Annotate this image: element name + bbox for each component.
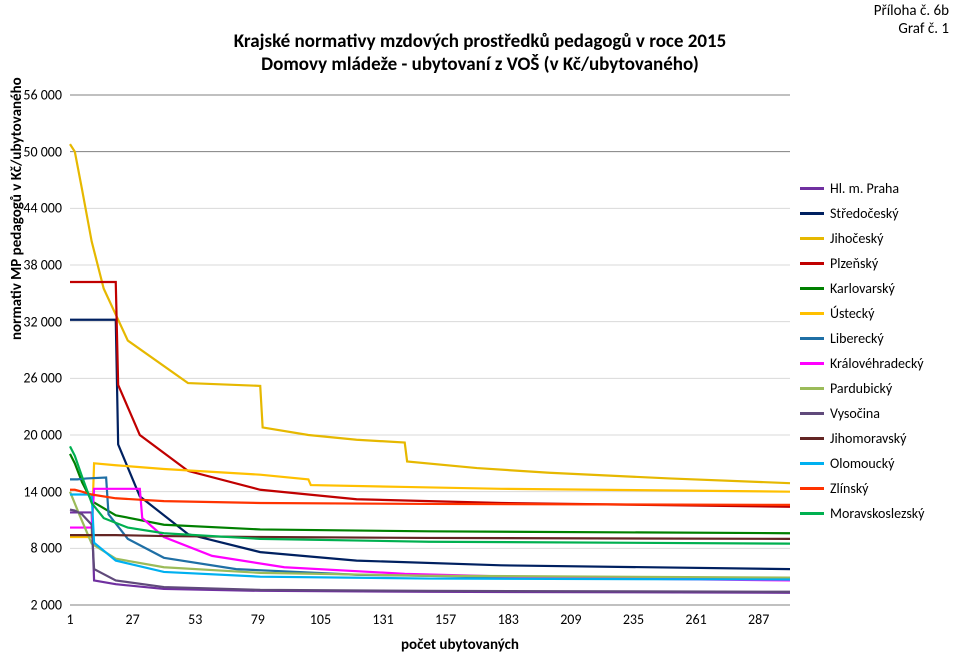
x-tick-label: 157 — [435, 611, 456, 628]
x-tick-label: 1 — [66, 611, 73, 628]
legend-swatch — [800, 462, 824, 465]
legend-item: Moravskoslezský — [800, 505, 950, 522]
legend-label: Moravskoslezský — [830, 505, 925, 522]
legend-swatch — [800, 237, 824, 240]
legend-label: Plzeňský — [830, 255, 878, 272]
legend-item: Vysočina — [800, 405, 950, 422]
series-line — [70, 535, 790, 539]
legend-label: Jihomoravský — [830, 430, 907, 447]
legend-item: Jihočeský — [800, 230, 950, 247]
y-tick-label: 14 000 — [23, 483, 62, 500]
legend-swatch — [800, 437, 824, 440]
legend-item: Karlovarský — [800, 280, 950, 297]
legend-swatch — [800, 187, 824, 190]
legend-item: Olomoucký — [800, 455, 950, 472]
legend-swatch — [800, 262, 824, 265]
legend-label: Hl. m. Praha — [830, 180, 899, 197]
x-tick-label: 105 — [310, 611, 331, 628]
legend-item: Středočeský — [800, 205, 950, 222]
legend-label: Zlínský — [830, 480, 869, 497]
x-tick-label: 79 — [251, 611, 265, 628]
x-tick-label: 183 — [498, 611, 519, 628]
legend-label: Karlovarský — [830, 280, 895, 297]
legend-label: Středočeský — [830, 205, 899, 222]
legend-item: Liberecký — [800, 330, 950, 347]
x-tick-label: 53 — [188, 611, 202, 628]
y-tick-label: 26 000 — [23, 370, 62, 387]
x-tick-label: 261 — [685, 611, 706, 628]
y-tick-label: 50 000 — [23, 143, 62, 160]
chart-title: Krajské normativy mzdových prostředků pe… — [170, 30, 790, 76]
legend-item: Hl. m. Praha — [800, 180, 950, 197]
chart-title-line1: Krajské normativy mzdových prostředků pe… — [170, 30, 790, 53]
legend-swatch — [800, 487, 824, 490]
legend-item: Zlínský — [800, 480, 950, 497]
legend-item: Pardubický — [800, 380, 950, 397]
legend-label: Olomoucký — [830, 455, 894, 472]
legend-swatch — [800, 212, 824, 215]
legend-label: Vysočina — [830, 405, 880, 422]
legend-label: Jihočeský — [830, 230, 883, 247]
legend-label: Ústecký — [830, 305, 874, 322]
chart-svg — [70, 95, 790, 605]
legend-swatch — [800, 312, 824, 315]
legend-swatch — [800, 387, 824, 390]
series-line — [70, 144, 790, 483]
chart-plot-area: 56 00050 00044 00038 00032 00026 00020 0… — [70, 95, 790, 605]
header-line1: Příloha č. 6b — [874, 2, 949, 20]
x-tick-label: 209 — [560, 611, 581, 628]
y-tick-label: 8 000 — [30, 540, 62, 557]
series-line — [70, 478, 790, 580]
legend-item: Ústecký — [800, 305, 950, 322]
header-line2: Graf č. 1 — [874, 20, 949, 38]
legend-swatch — [800, 287, 824, 290]
y-tick-label: 20 000 — [23, 427, 62, 444]
x-axis-label: počet ubytovaných — [360, 636, 560, 654]
legend-label: Liberecký — [830, 330, 884, 347]
series-line — [70, 454, 790, 533]
chart-title-line2: Domovy mládeže - ubytovaní z VOŠ (v Kč/u… — [170, 53, 790, 76]
series-line — [70, 282, 790, 507]
legend-swatch — [800, 362, 824, 365]
legend-label: Pardubický — [830, 380, 892, 397]
legend-label: Královéhradecký — [830, 355, 924, 372]
x-tick-label: 27 — [125, 611, 139, 628]
legend-swatch — [800, 337, 824, 340]
y-tick-label: 2 000 — [30, 597, 62, 614]
legend-swatch — [800, 512, 824, 515]
legend-item: Královéhradecký — [800, 355, 950, 372]
y-tick-label: 44 000 — [23, 200, 62, 217]
series-line — [70, 446, 790, 543]
y-tick-label: 32 000 — [23, 313, 62, 330]
x-tick-label: 131 — [372, 611, 393, 628]
page-header-right: Příloha č. 6b Graf č. 1 — [874, 2, 949, 38]
chart-legend: Hl. m. Praha Středočeský Jihočeský Plzeňský… — [800, 180, 950, 530]
legend-swatch — [800, 412, 824, 415]
x-tick-label: 287 — [748, 611, 769, 628]
y-tick-label: 38 000 — [23, 257, 62, 274]
y-tick-label: 56 000 — [23, 87, 62, 104]
legend-item: Plzeňský — [800, 255, 950, 272]
legend-item: Jihomoravský — [800, 430, 950, 447]
x-tick-label: 235 — [623, 611, 644, 628]
